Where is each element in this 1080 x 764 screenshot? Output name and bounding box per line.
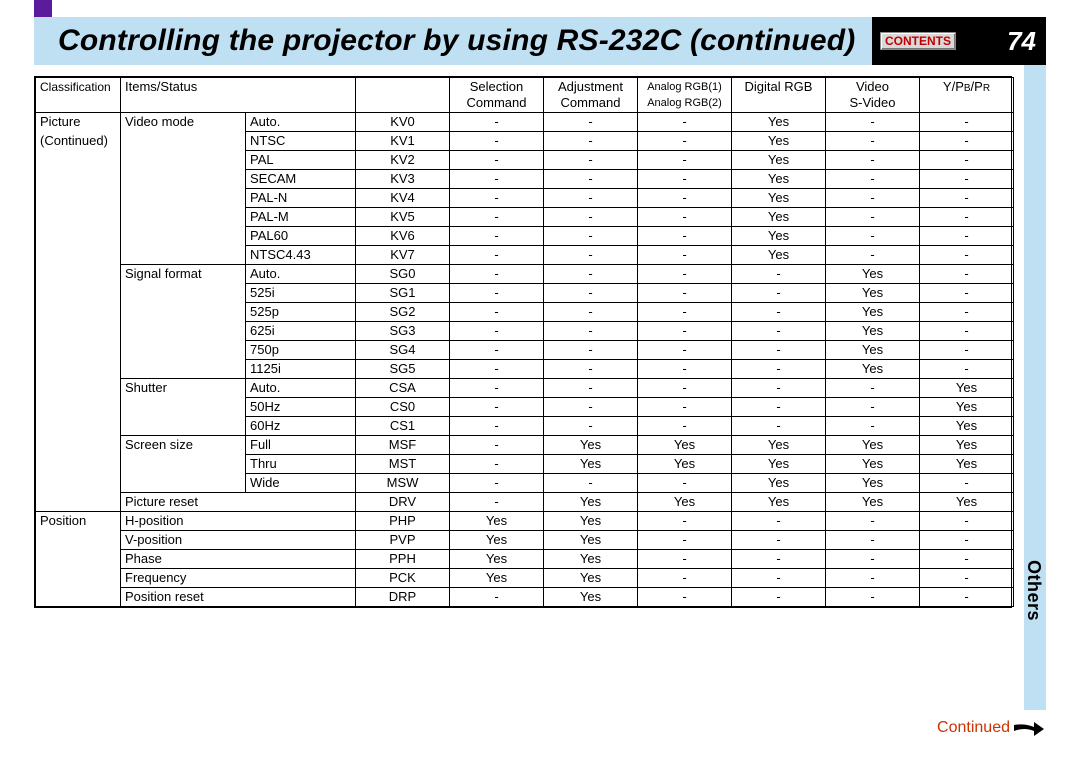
continued-arrow-icon (1014, 719, 1044, 737)
continued-label: Continued (937, 719, 1010, 737)
top-purple-tab (34, 0, 52, 17)
side-tab-label: Others (1026, 560, 1044, 621)
table-row: 50HzCS0-----Yes (36, 398, 1014, 417)
page-number: 74 (1007, 26, 1036, 57)
table-row: PAL-MKV5---Yes-- (36, 208, 1014, 227)
table-header-cell: VideoS-Video (826, 78, 920, 113)
table-row: PAL60KV6---Yes-- (36, 227, 1014, 246)
table-row: PictureVideo modeAuto.KV0---Yes-- (36, 113, 1014, 132)
table-row: ShutterAuto.CSA-----Yes (36, 379, 1014, 398)
table-header-cell: AdjustmentCommand (544, 78, 638, 113)
table-header-cell: Classification (36, 78, 121, 113)
page-title: Controlling the projector by using RS-23… (34, 17, 872, 65)
table-row: SECAMKV3---Yes-- (36, 170, 1014, 189)
table-header: ClassificationItems/Status SelectionComma… (36, 78, 1014, 113)
table-body: PictureVideo modeAuto.KV0---Yes--(Contin… (36, 113, 1014, 607)
table-row: Picture resetDRV-YesYesYesYesYes (36, 493, 1014, 512)
table-row: Screen sizeFullMSF-YesYesYesYesYes (36, 436, 1014, 455)
table-row: (Continued)NTSCKV1---Yes-- (36, 132, 1014, 151)
table-header-cell: Analog RGB(1)Analog RGB(2) (638, 78, 732, 113)
table-row: 525iSG1----Yes- (36, 284, 1014, 303)
title-right-block: CONTENTS 74 (872, 17, 1046, 65)
table-row: Position resetDRP-Yes---- (36, 588, 1014, 607)
table-header-cell: Digital RGB (732, 78, 826, 113)
table-row: 60HzCS1-----Yes (36, 417, 1014, 436)
table-row: 525pSG2----Yes- (36, 303, 1014, 322)
table-row: PhasePPHYesYes---- (36, 550, 1014, 569)
table-row: NTSC4.43KV7---Yes-- (36, 246, 1014, 265)
contents-button[interactable]: CONTENTS (880, 32, 956, 50)
table-row: PALKV2---Yes-- (36, 151, 1014, 170)
table-header-cell: Items/Status (121, 78, 356, 113)
table-row: FrequencyPCKYesYes---- (36, 569, 1014, 588)
table-row: ThruMST-YesYesYesYesYes (36, 455, 1014, 474)
table-header-cell: Y/PB/PR (920, 78, 1014, 113)
table-header-cell: SelectionCommand (450, 78, 544, 113)
table-row: PAL-NKV4---Yes-- (36, 189, 1014, 208)
table-row: 625iSG3----Yes- (36, 322, 1014, 341)
title-bar: Controlling the projector by using RS-23… (34, 17, 1046, 65)
table-row: 750pSG4----Yes- (36, 341, 1014, 360)
table-row: 1125iSG5----Yes- (36, 360, 1014, 379)
table-header-cell (356, 78, 450, 113)
table-row: PositionH-positionPHPYesYes---- (36, 512, 1014, 531)
command-table: ClassificationItems/Status SelectionComma… (34, 76, 1012, 608)
table-row: Signal formatAuto.SG0----Yes- (36, 265, 1014, 284)
table-row: V-positionPVPYesYes---- (36, 531, 1014, 550)
table-row: WideMSW---YesYes- (36, 474, 1014, 493)
